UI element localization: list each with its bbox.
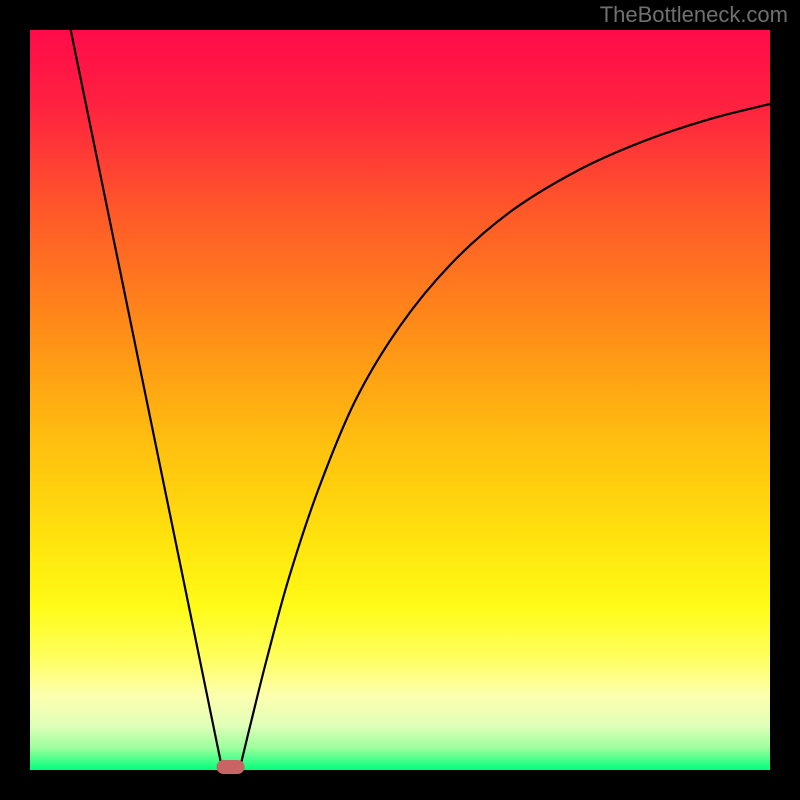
- optimal-marker: [217, 760, 245, 774]
- plot-background: [30, 30, 770, 770]
- chart-container: { "watermark": { "text": "TheBottleneck.…: [0, 0, 800, 800]
- watermark-text: TheBottleneck.com: [600, 2, 788, 28]
- bottleneck-chart: [0, 0, 800, 800]
